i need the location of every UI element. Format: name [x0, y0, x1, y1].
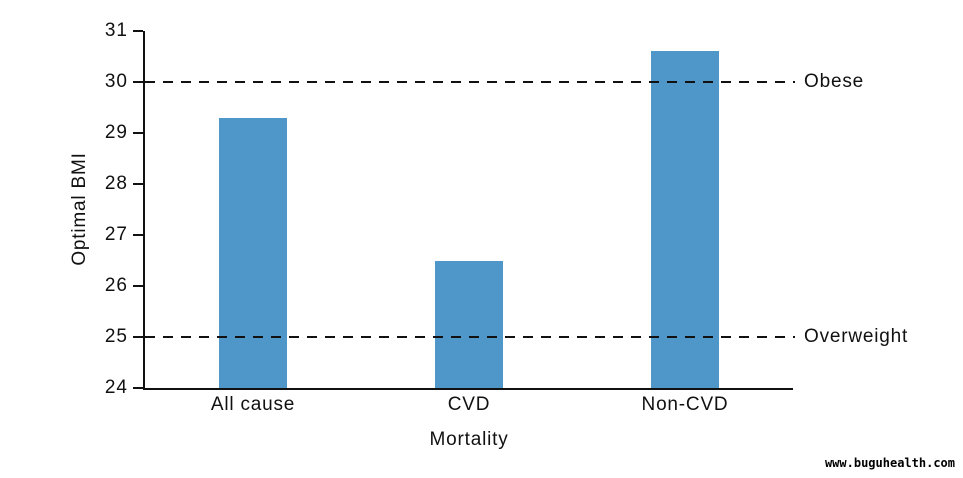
- reference-label-obese: Obese: [804, 71, 864, 92]
- y-axis-tick: [133, 183, 143, 185]
- x-axis-title: Mortality: [429, 429, 509, 450]
- y-axis-tick-label: 31: [104, 20, 128, 41]
- plot-area: [143, 31, 795, 390]
- y-axis-tick-label: 27: [104, 224, 128, 245]
- watermark-text: www.buguhealth.com: [824, 456, 955, 470]
- bar-cvd: [435, 260, 503, 388]
- y-axis-tick: [133, 132, 143, 134]
- y-axis-tick-label: 29: [104, 122, 128, 143]
- bar-all-cause: [219, 117, 287, 388]
- y-axis-title: Optimal BMI: [69, 152, 90, 266]
- y-axis-tick-label: 25: [104, 326, 128, 347]
- y-axis-tick: [133, 336, 143, 338]
- y-axis-tick-label: 28: [104, 173, 128, 194]
- y-axis-tick-label: 26: [104, 275, 128, 296]
- y-axis-tick-label: 24: [104, 377, 128, 398]
- x-category-label: Non-CVD: [641, 394, 729, 415]
- y-axis-tick: [133, 234, 143, 236]
- reference-line-obese: [145, 81, 795, 83]
- bar-non-cvd: [651, 51, 719, 388]
- y-axis-tick: [133, 285, 143, 287]
- y-axis-tick: [133, 30, 143, 32]
- x-category-label: CVD: [447, 394, 491, 415]
- x-category-label: All cause: [210, 394, 296, 415]
- reference-label-overweight: Overweight: [804, 326, 909, 347]
- y-axis-tick: [133, 81, 143, 83]
- y-axis-tick-label: 30: [104, 71, 128, 92]
- y-axis-tick: [133, 387, 143, 389]
- reference-line-overweight: [145, 336, 795, 338]
